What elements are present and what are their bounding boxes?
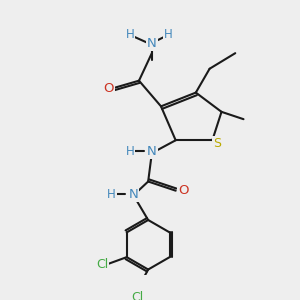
Text: Cl: Cl — [96, 258, 108, 271]
Text: N: N — [147, 37, 157, 50]
Text: H: H — [125, 28, 134, 41]
Text: N: N — [147, 145, 157, 158]
Text: H: H — [164, 28, 173, 41]
Text: H: H — [107, 188, 116, 201]
Text: S: S — [213, 136, 221, 149]
Text: O: O — [178, 184, 188, 197]
Text: O: O — [103, 82, 114, 95]
Text: N: N — [129, 188, 138, 201]
Text: Cl: Cl — [131, 290, 143, 300]
Text: H: H — [125, 145, 134, 158]
